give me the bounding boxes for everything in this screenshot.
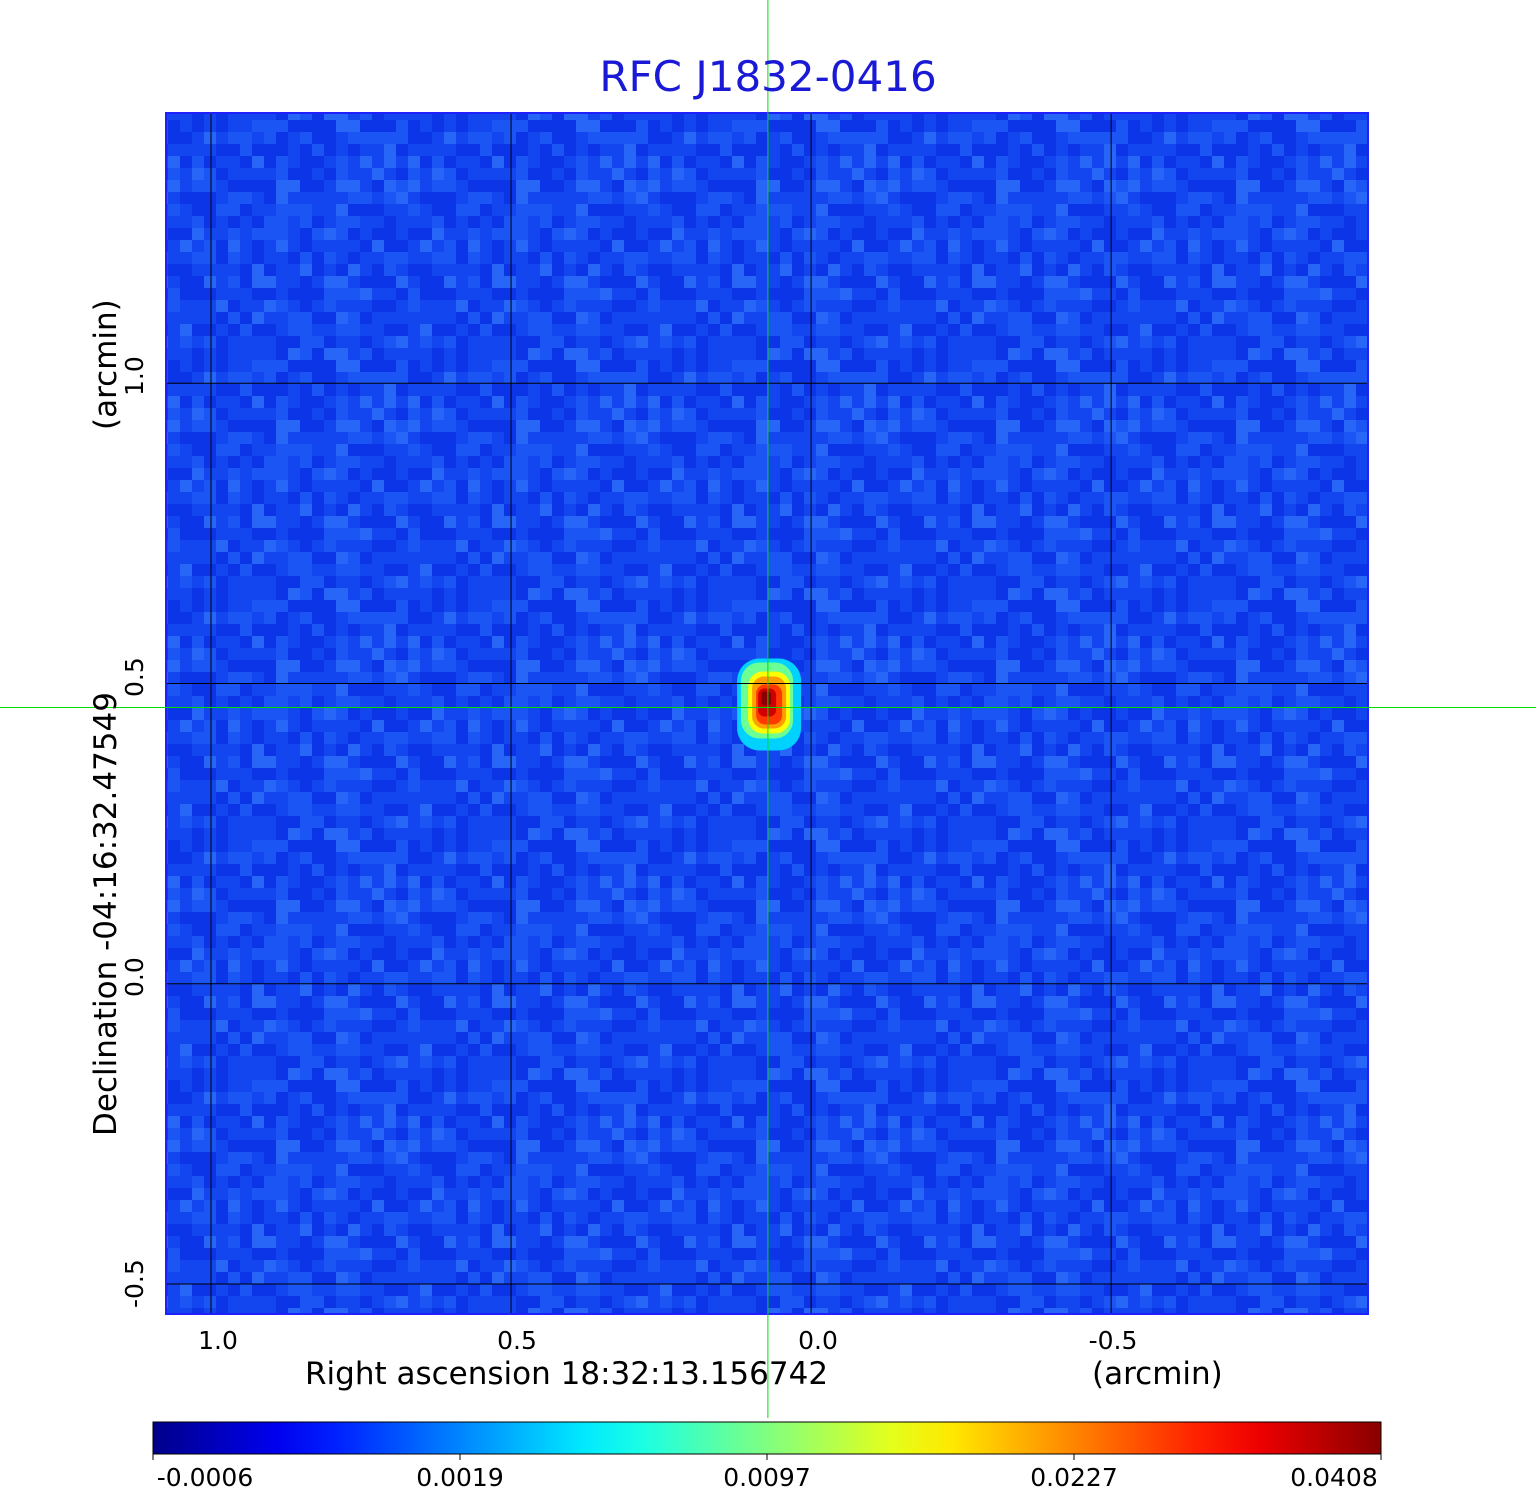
source-peak <box>761 691 772 706</box>
x-tick-label: 0.5 <box>497 1326 537 1355</box>
x-axis-unit: (arcmin) <box>1092 1356 1223 1392</box>
y-axis-unit: (arcmin) <box>88 299 124 430</box>
colorbar-tick-label: 0.0227 <box>1030 1463 1118 1492</box>
colorbar <box>152 1421 1382 1455</box>
y-axis-label: Declination -04:16:32.47549 <box>88 692 124 1136</box>
colorbar-tick-label: 0.0097 <box>723 1463 811 1492</box>
y-tick-label: -0.5 <box>120 1259 149 1308</box>
x-tick-label: 0.0 <box>798 1326 838 1355</box>
x-axis-label: Right ascension 18:32:13.156742 <box>305 1356 829 1392</box>
colorbar-tick-label: -0.0006 <box>156 1463 254 1492</box>
y-tick-label: 0.0 <box>120 957 149 997</box>
colorbar-tick-label: 0.0408 <box>1290 1463 1378 1492</box>
x-tick-label: -0.5 <box>1088 1326 1138 1355</box>
colorbar-tick-label: 0.0019 <box>416 1463 504 1492</box>
plot-frame <box>165 112 1369 1315</box>
y-tick-label: 1.0 <box>120 356 149 396</box>
y-tick-label: 0.5 <box>120 657 149 697</box>
x-tick-label: 1.0 <box>198 1326 238 1355</box>
plot-title: RFC J1832-0416 <box>599 52 937 101</box>
